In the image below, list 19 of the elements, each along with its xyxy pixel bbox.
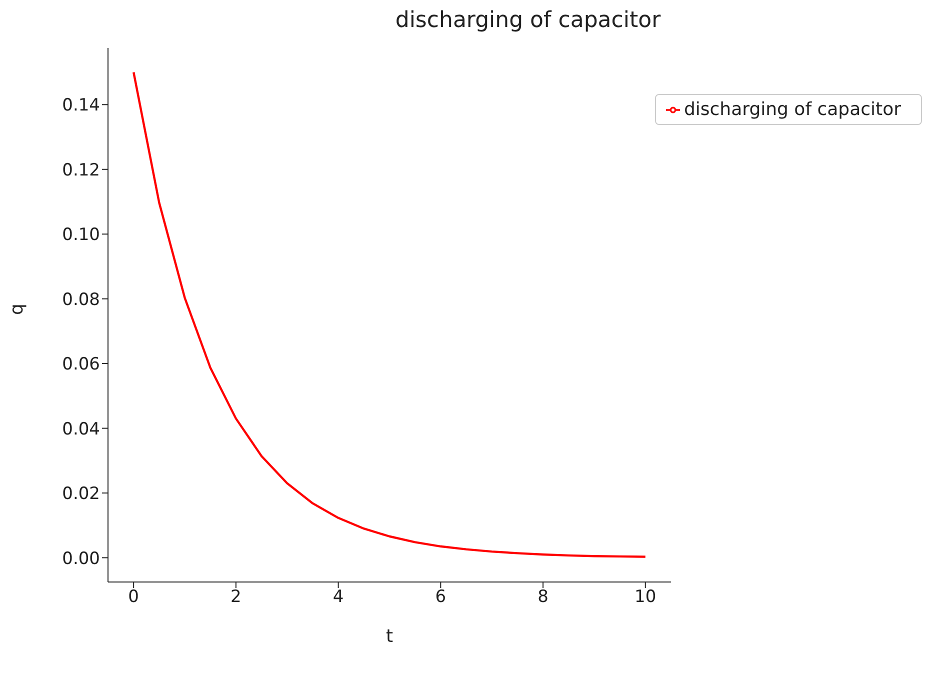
x-tick-label: 0 (128, 587, 140, 608)
y-axis-title: q (6, 304, 28, 315)
y-tick-label: 0.06 (62, 354, 100, 375)
chart-title: discharging of capacitor (394, 8, 662, 35)
y-tick-label: 0.10 (62, 225, 100, 246)
y-tick-label: 0.14 (62, 96, 100, 116)
x-tick-label: 2 (230, 587, 242, 608)
legend-label: discharging of capacitor (684, 99, 901, 120)
x-tick-label: 10 (634, 587, 656, 608)
x-tick-label: 8 (538, 587, 548, 608)
y-tick-label: 0.12 (62, 160, 100, 180)
x-axis-title: t (386, 626, 394, 647)
y-tick-label: 0.02 (62, 484, 100, 504)
x-tick-label: 6 (435, 587, 446, 608)
y-tick-label: 0.04 (62, 419, 100, 440)
x-tick-label: 4 (332, 587, 344, 608)
y-tick-label: 0.00 (62, 548, 100, 569)
line-series (132, 71, 646, 558)
y-tick-label: 0.08 (62, 290, 100, 310)
